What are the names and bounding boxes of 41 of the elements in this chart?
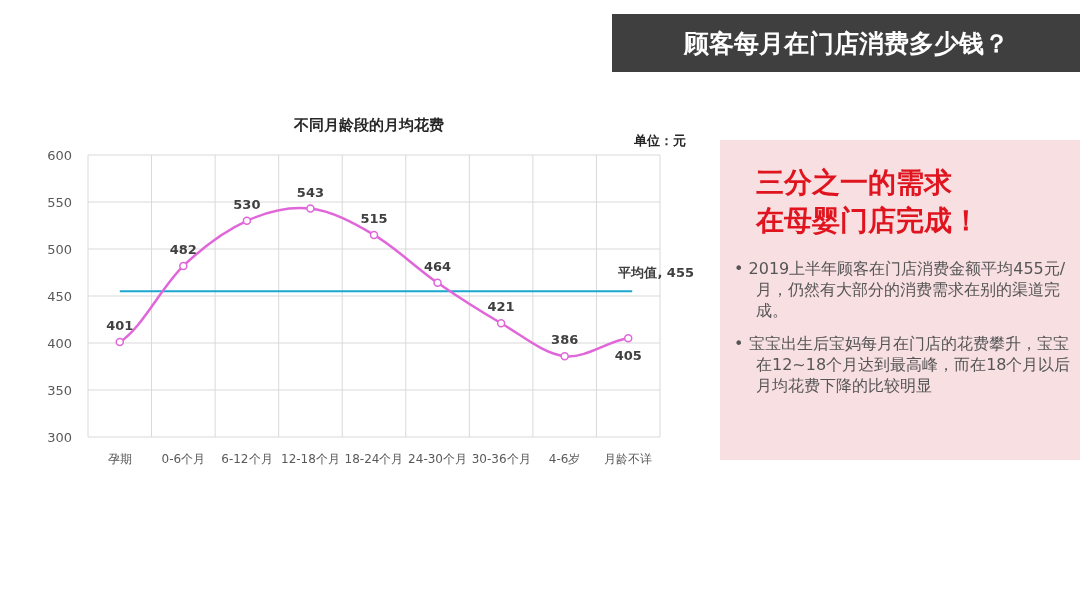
point: [369, 230, 379, 240]
text: 三分之一的需求在母婴门店完成！: [756, 165, 981, 239]
y-tick-label: 500: [47, 242, 72, 257]
text: 单位：元: [633, 133, 686, 148]
x-tick-label: 30-36个月: [471, 452, 531, 466]
point: [560, 351, 569, 361]
data-label: 421: [487, 299, 515, 315]
x-tick-label: 6-12个月: [221, 452, 273, 466]
point: [433, 278, 442, 288]
data-label: 405: [614, 348, 642, 364]
chart-title: 不同月龄段的月均花费: [293, 116, 444, 134]
data-label: 543: [296, 184, 325, 200]
x-tick-label: 月龄不详: [604, 452, 653, 466]
point: [115, 337, 125, 347]
x-tick-label: 12-18个月: [281, 452, 340, 466]
data-label: 482: [169, 241, 197, 257]
y-tick-label: 550: [47, 195, 72, 210]
data-label: 530: [233, 196, 261, 212]
data-label: 386: [551, 332, 579, 348]
x-tick-label: 孕期: [107, 452, 132, 466]
x-tick-label: 18-24个月: [344, 452, 404, 466]
ref-line-label: 平均值, 455: [617, 265, 694, 281]
y-tick-label: 300: [47, 430, 72, 445]
data-label: 464: [423, 258, 452, 274]
x-tick-label: 0-6个月: [161, 452, 206, 466]
y-tick-label: 600: [47, 148, 72, 163]
y-tick-label: 350: [47, 383, 72, 398]
x-tick-label: 24-30个月: [408, 452, 467, 466]
text: 顾客每月在门店消费多少钱？: [612, 14, 1080, 72]
point: [242, 216, 252, 226]
point: [306, 204, 315, 213]
point: [496, 319, 506, 328]
point: [179, 261, 188, 271]
text: • 2019上半年顾客在门店消费金额平均455元/月，仍然有大部分的消费需求在别的渠道完成。: [734, 258, 1067, 321]
y-tick-label: 450: [47, 289, 72, 304]
x-tick-label: 4-6岁: [548, 452, 581, 466]
point: [623, 334, 633, 343]
data-label: 515: [360, 210, 388, 226]
y-tick-label: 400: [47, 336, 72, 351]
data-label: 401: [106, 318, 134, 334]
text: • 宝宝出生后宝妈每月在门店的花费攀升，宝宝在12~18个月达到最高峰，而在18个月以后月均花费下降的比较明显: [734, 333, 1072, 396]
